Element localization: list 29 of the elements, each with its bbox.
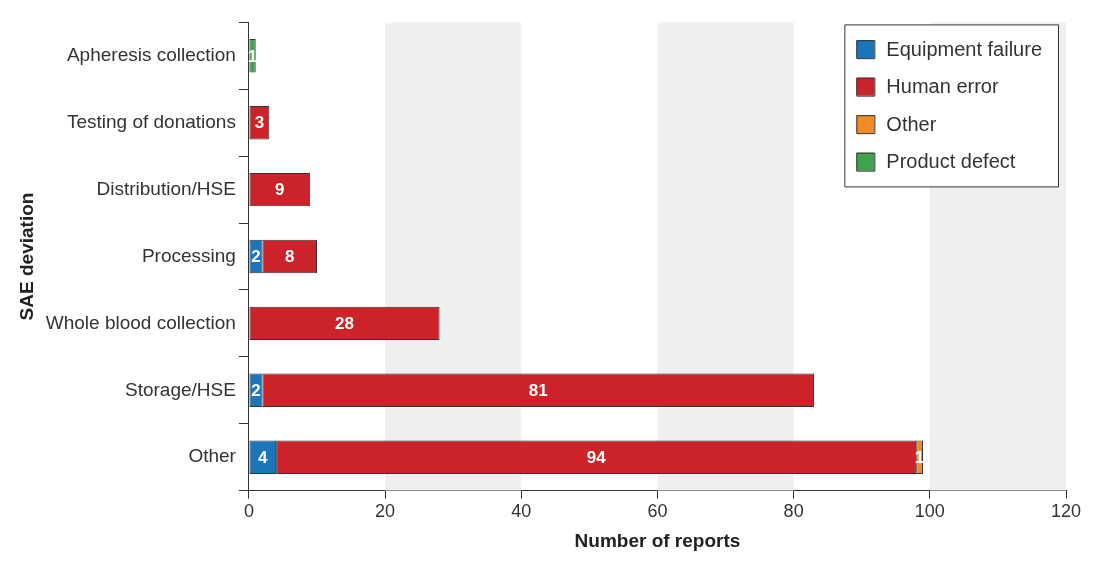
y-axis-title: SAE deviation — [15, 192, 37, 321]
x-tick-label: 100 — [914, 501, 945, 522]
y-tick-label: Whole blood collection — [45, 311, 236, 333]
y-tick-label: Processing — [141, 244, 236, 266]
data-label: 2 — [251, 247, 261, 267]
legend-label: Product defect — [886, 150, 1016, 173]
y-tick-label: Other — [188, 445, 237, 467]
x-tick-label: 20 — [375, 501, 396, 522]
data-label: 3 — [254, 113, 265, 133]
x-tick-label: 0 — [243, 501, 254, 522]
x-tick-label: 120 — [1050, 501, 1082, 522]
legend-label: Other — [886, 112, 937, 135]
x-tick-label: 40 — [511, 501, 532, 522]
data-label: 94 — [586, 447, 607, 467]
x-axis-title: Number of reports — [574, 529, 741, 551]
data-label: 2 — [251, 380, 261, 400]
x-tick-label: 80 — [783, 501, 804, 522]
data-label: 4 — [258, 447, 269, 467]
data-label: 28 — [335, 314, 354, 334]
y-tick-label: Storage/HSE — [125, 378, 236, 400]
x-tick-label: 60 — [647, 501, 668, 522]
data-label: 8 — [285, 247, 295, 267]
data-label: 9 — [275, 180, 285, 200]
y-tick-label: Testing of donations — [66, 110, 236, 132]
legend-label: Equipment failure — [886, 37, 1043, 60]
legend-label: Human error — [886, 75, 999, 98]
y-tick-label: Apheresis collection — [66, 44, 236, 66]
y-tick-label: Distribution/HSE — [96, 177, 236, 199]
data-label: 81 — [528, 380, 548, 400]
